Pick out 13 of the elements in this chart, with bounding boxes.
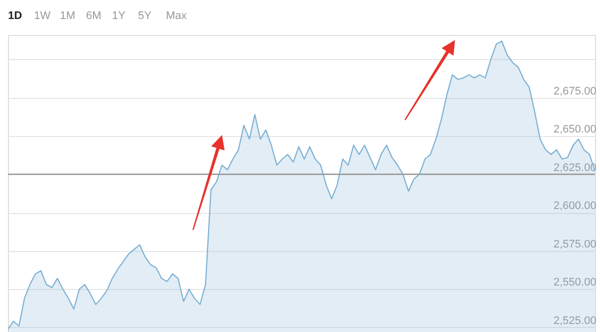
y-tick-label: 2,525.00 (554, 314, 596, 327)
y-tick-label: 2,575.00 (554, 238, 596, 250)
text: 6M (86, 10, 102, 22)
y-tick-label: 2,650.00 (554, 124, 596, 136)
y-tick-label: 2,550.00 (554, 276, 596, 289)
y-tick-label: 2,675.00 (554, 85, 596, 98)
text: Max (166, 10, 188, 22)
text: 1M (60, 10, 76, 22)
text: 5Y (138, 10, 152, 22)
y-tick-label: 2,600.00 (554, 200, 596, 212)
text: 1Y (112, 10, 126, 22)
text: 1D (8, 10, 22, 22)
text: 1W (34, 10, 52, 22)
